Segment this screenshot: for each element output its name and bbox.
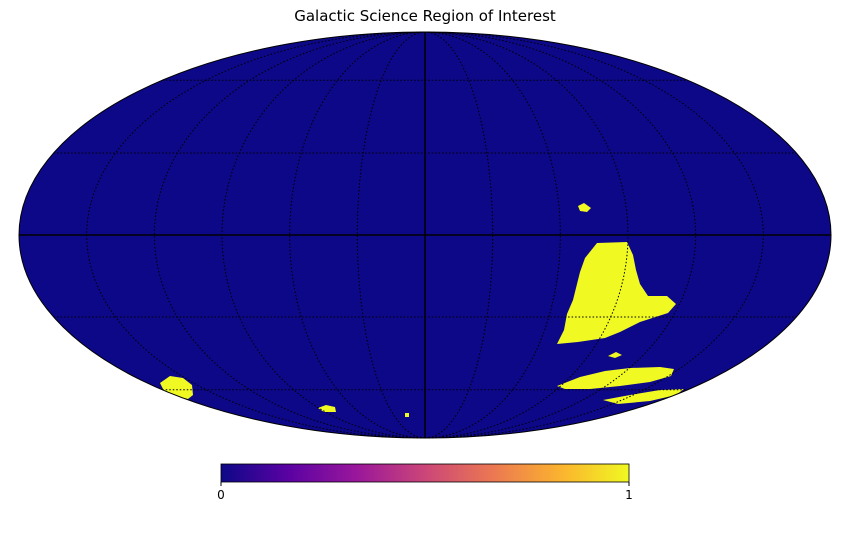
small-spot: [608, 352, 622, 358]
colorbar-max-label: 1: [625, 488, 633, 502]
upper-fragment: [578, 203, 591, 212]
main-region: [557, 242, 676, 344]
lower-band: [557, 367, 674, 389]
colorbar-min-label: 0: [217, 488, 225, 502]
map-title: Galactic Science Region of Interest: [294, 7, 556, 25]
southwest-region: [160, 376, 193, 399]
lower-band-tail: [603, 389, 684, 404]
colorbar: [220, 463, 630, 483]
map-border: [18, 31, 832, 439]
regions-layer: [160, 203, 684, 417]
south-fragment-2: [405, 413, 409, 417]
south-fragment-1: [318, 405, 336, 412]
